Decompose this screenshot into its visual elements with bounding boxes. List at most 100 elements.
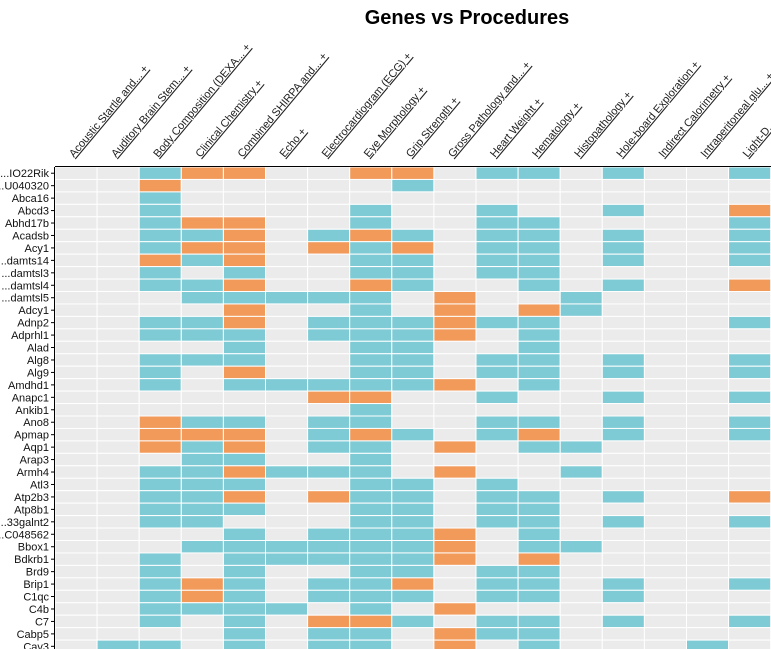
heatmap-cell <box>265 353 309 367</box>
heatmap-cell <box>307 540 351 554</box>
heatmap-cell <box>643 452 688 467</box>
row-label: Atp8b1 <box>14 504 49 516</box>
heatmap-cell <box>96 353 140 367</box>
heatmap-cell <box>686 552 730 566</box>
heatmap-cell <box>517 353 561 367</box>
heatmap-cell <box>54 216 98 230</box>
heatmap-cell <box>265 627 309 641</box>
heatmap-cell <box>643 440 688 454</box>
heatmap-cell <box>96 527 140 541</box>
heatmap-cell <box>517 477 561 492</box>
heatmap-cell <box>391 191 435 205</box>
heatmap-cell <box>54 228 98 243</box>
heatmap-cell <box>643 216 688 230</box>
column-label[interactable]: Indirect Calorimetry + <box>657 72 734 160</box>
heatmap-cell <box>391 614 435 629</box>
column-label[interactable]: Echo + <box>278 126 309 160</box>
heatmap-cell <box>559 353 603 367</box>
heatmap-cell <box>307 589 351 604</box>
heatmap-cell <box>559 440 603 454</box>
heatmap-cell <box>643 564 688 579</box>
heatmap-cell <box>475 241 519 255</box>
heatmap-cell <box>180 291 224 305</box>
heatmap-cell <box>222 266 266 280</box>
heatmap-cell <box>138 564 182 579</box>
heatmap-cell <box>433 228 477 243</box>
heatmap-cell <box>686 415 730 429</box>
heatmap-cell <box>686 614 730 629</box>
heatmap-cell <box>180 241 224 255</box>
heatmap-cell <box>559 527 603 541</box>
row-label: Acy1 <box>25 243 49 255</box>
heatmap-cell <box>222 627 266 641</box>
heatmap-cell <box>601 614 645 629</box>
heatmap-cell <box>601 378 645 392</box>
heatmap-cell <box>138 266 182 280</box>
row-label: Amdhd1 <box>8 380 49 392</box>
heatmap-cell <box>222 365 266 380</box>
heatmap-cell <box>728 303 771 317</box>
heatmap-cell <box>265 427 309 442</box>
heatmap-cell <box>54 278 98 292</box>
column-label[interactable]: Auditory Brain Stem... + <box>109 63 193 160</box>
heatmap-cell <box>138 614 182 629</box>
heatmap-cell <box>559 552 603 566</box>
heatmap-cell <box>517 577 561 591</box>
heatmap-cell <box>686 589 730 604</box>
heatmap-cell <box>222 203 266 218</box>
heatmap-cell <box>391 577 435 591</box>
heatmap-cell <box>349 203 393 218</box>
heatmap-cell <box>728 639 771 649</box>
heatmap-cell <box>728 291 771 305</box>
heatmap-cell <box>475 440 519 454</box>
row-label: Atp2b3 <box>14 492 49 504</box>
heatmap-cell <box>180 540 224 554</box>
column-label[interactable]: Hole-board Exploration + <box>614 59 702 160</box>
column-label[interactable]: Combined SHIRPA and... + <box>236 50 331 159</box>
heatmap-cell <box>349 552 393 566</box>
row-label: Apmap <box>14 430 49 442</box>
row-label: Ankib1 <box>15 405 49 417</box>
heatmap-cell <box>728 178 771 193</box>
heatmap-cell <box>559 178 603 193</box>
heatmap-cell <box>433 291 477 305</box>
heatmap-cell <box>517 203 561 218</box>
heatmap-cell <box>180 166 224 180</box>
axes <box>51 166 771 649</box>
heatmap-cell <box>307 614 351 629</box>
heatmap-cell <box>643 378 688 392</box>
row-label: Abca16 <box>12 193 49 205</box>
heatmap-cell <box>517 166 561 180</box>
heatmap-cell <box>307 577 351 591</box>
heatmap-cell <box>643 502 688 517</box>
heatmap-cell <box>433 353 477 367</box>
column-label[interactable]: Gross Pathology and... + <box>446 59 533 160</box>
heatmap-cell <box>96 614 140 629</box>
heatmap-cell <box>517 216 561 230</box>
heatmap-cell <box>96 228 140 243</box>
heatmap-cell <box>433 540 477 554</box>
heatmap-cell <box>475 465 519 479</box>
heatmap-cell <box>180 502 224 517</box>
heatmap-cell <box>391 253 435 268</box>
heatmap-cell <box>517 639 561 649</box>
heatmap-cell <box>559 427 603 442</box>
heatmap-cell <box>96 490 140 504</box>
heatmap-cell <box>433 639 477 649</box>
heatmap-cell <box>517 490 561 504</box>
heatmap-cell <box>180 415 224 429</box>
heatmap-cell <box>222 602 266 616</box>
heatmap-cell <box>265 490 309 504</box>
heatmap-cell <box>433 278 477 292</box>
heatmap-cell <box>54 353 98 367</box>
column-label[interactable]: Light-D... <box>741 118 771 160</box>
heatmap-cell <box>349 365 393 380</box>
heatmap-cell <box>686 328 730 342</box>
heatmap-cell <box>686 216 730 230</box>
heatmap-cell <box>138 353 182 367</box>
heatmap-cell <box>433 465 477 479</box>
column-label[interactable]: Acoustic Startle and... + <box>67 63 151 160</box>
heatmap-cell <box>728 228 771 243</box>
heatmap-cell <box>686 427 730 442</box>
heatmap-cell <box>517 602 561 616</box>
